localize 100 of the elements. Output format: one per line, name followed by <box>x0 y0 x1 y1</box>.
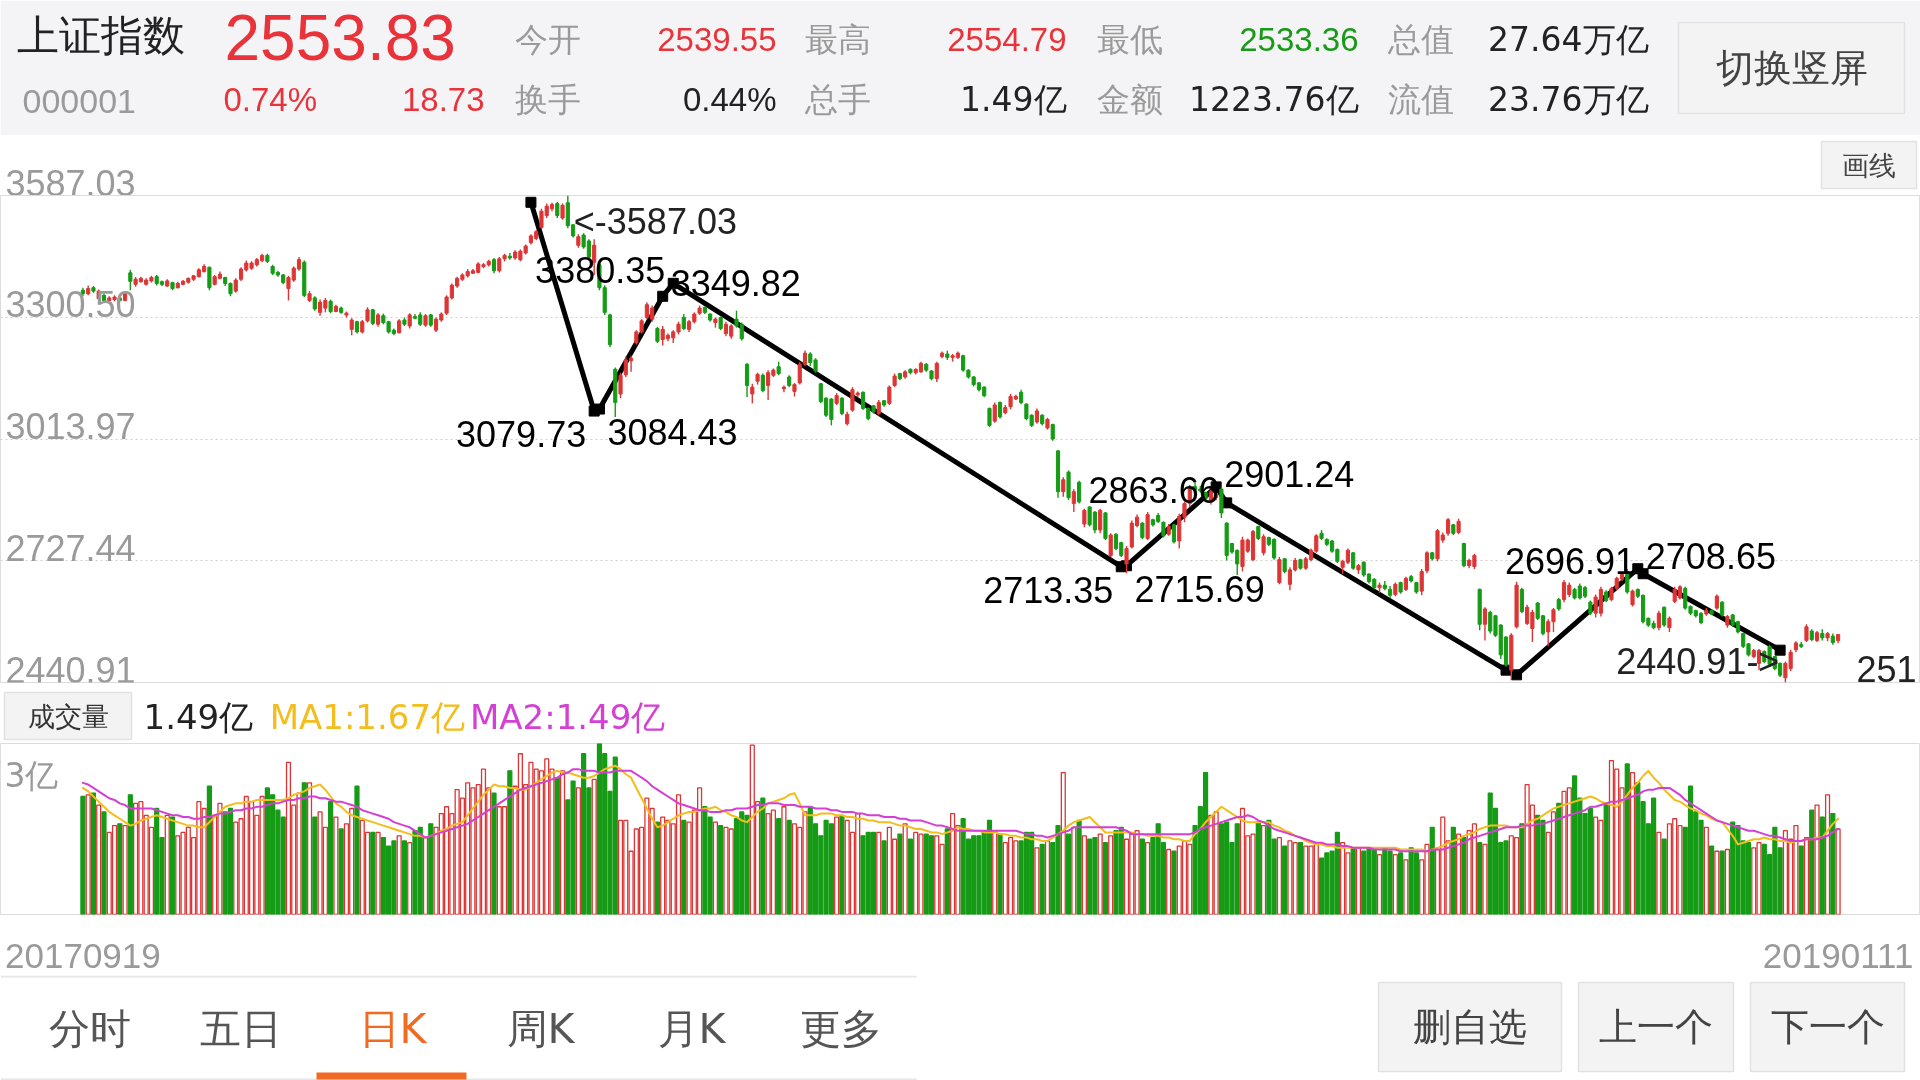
y-tick-label: 3013.97 <box>5 406 136 447</box>
bar <box>1661 838 1667 915</box>
bar <box>1081 835 1087 915</box>
bar <box>1456 833 1462 915</box>
bar <box>944 828 950 915</box>
bar <box>1123 838 1130 915</box>
bar <box>1034 847 1040 915</box>
bar <box>1255 821 1261 915</box>
text: 2539.55 <box>657 21 777 58</box>
chart-subtitle: 1.49亿 <box>143 696 254 737</box>
bar <box>491 792 497 915</box>
bar <box>596 743 603 915</box>
text: 月K <box>657 1004 727 1053</box>
data-label: 2713.35 <box>983 569 1114 611</box>
bar <box>1355 847 1362 915</box>
bar <box>443 806 450 915</box>
bar <box>507 770 513 915</box>
text: 总值 <box>1386 20 1454 59</box>
text: 总手 <box>803 80 871 119</box>
bar <box>1350 847 1356 915</box>
bar <box>1471 823 1478 915</box>
bar <box>876 831 882 915</box>
chart-title: 成交量 <box>27 700 109 732</box>
bar <box>1450 826 1456 915</box>
bar <box>1719 850 1725 915</box>
bar <box>1376 854 1383 915</box>
bar <box>1276 836 1282 915</box>
bar <box>1803 836 1810 915</box>
bar <box>164 814 170 915</box>
bar <box>897 833 903 915</box>
bar <box>617 819 624 915</box>
bar <box>997 833 1003 915</box>
text: 删自选 <box>1413 1005 1527 1049</box>
bar <box>375 831 381 915</box>
series-label: MA2:1.49亿 <box>469 696 666 737</box>
bar <box>1102 842 1109 915</box>
bar <box>1656 831 1662 915</box>
bar <box>328 800 334 915</box>
bar <box>1714 850 1720 915</box>
bar <box>1830 812 1836 915</box>
bar <box>90 792 97 915</box>
bar <box>1824 794 1831 915</box>
text: 分时 <box>48 1004 131 1053</box>
bar <box>1166 848 1172 915</box>
bar <box>1835 828 1841 915</box>
bar <box>986 819 993 915</box>
data-label: 3079.73 <box>456 414 587 456</box>
text: 今开 <box>514 20 581 59</box>
text: 1223.76亿 <box>1189 80 1359 119</box>
bar <box>1809 809 1815 915</box>
bar <box>1007 836 1014 915</box>
bar <box>117 823 123 915</box>
text: 2533.36 <box>1239 21 1359 58</box>
bar <box>285 761 292 915</box>
bar <box>881 840 887 915</box>
bar <box>127 794 133 915</box>
text: 最高 <box>804 20 871 59</box>
text: 2554.79 <box>947 21 1067 58</box>
bar <box>396 835 402 915</box>
bar <box>501 806 508 915</box>
bar <box>1629 771 1636 915</box>
bar <box>1709 845 1715 915</box>
bar <box>1039 843 1045 915</box>
text: 2553.83 <box>224 2 456 74</box>
bar <box>1519 823 1525 915</box>
bar <box>1097 833 1103 915</box>
bar <box>301 782 307 915</box>
series-label: MA1:1.67亿 <box>269 696 466 737</box>
text: 1.49亿 <box>960 80 1067 119</box>
bar <box>428 823 434 915</box>
bar <box>1477 842 1483 915</box>
y-tick-label: 3300.50 <box>5 284 136 326</box>
bar <box>696 787 703 915</box>
bar <box>306 782 313 915</box>
bar <box>401 840 408 915</box>
text: 0.74% <box>223 81 318 118</box>
bar <box>1461 836 1467 915</box>
data-label: 2708.65 <box>1645 535 1776 577</box>
bar <box>1398 852 1404 915</box>
bar <box>1482 843 1488 915</box>
bar <box>1282 845 1288 915</box>
text: 3亿 <box>4 755 59 795</box>
bar <box>1819 816 1825 915</box>
bar <box>480 768 487 915</box>
text: 画线 <box>1842 149 1896 181</box>
bar <box>422 836 429 915</box>
bar <box>1745 842 1752 915</box>
bar <box>1687 785 1694 915</box>
bar <box>718 824 724 915</box>
text: 周K <box>506 1004 576 1053</box>
bar <box>111 824 118 915</box>
bar <box>1139 838 1145 915</box>
bar <box>654 821 661 915</box>
x-tick-label: 20170919 <box>5 935 161 975</box>
bar <box>675 794 682 915</box>
bar <box>407 842 413 915</box>
bar <box>770 809 776 915</box>
bar <box>312 816 318 915</box>
bar <box>1624 763 1630 915</box>
bar <box>96 804 102 915</box>
